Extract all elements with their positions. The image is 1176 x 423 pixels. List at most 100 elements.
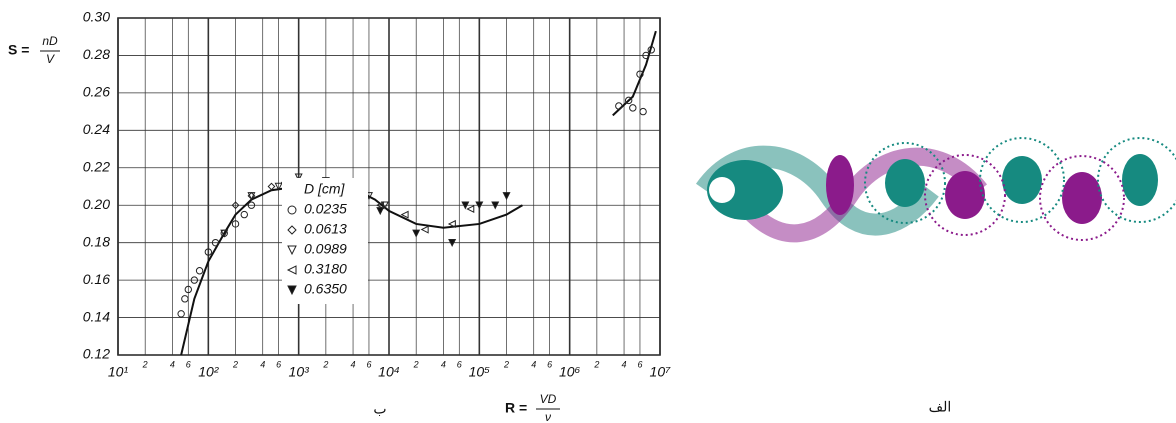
vortex: [1122, 154, 1158, 206]
point: [647, 46, 655, 54]
point: [639, 107, 647, 116]
y-tick-label: 0.28: [83, 46, 110, 62]
point: [400, 210, 409, 219]
point: [448, 238, 457, 247]
x-minor-tick-label: 4: [351, 359, 356, 369]
y-tick-label: 0.18: [83, 233, 110, 249]
x-minor-tick-label: 6: [457, 359, 462, 369]
point: [231, 220, 240, 228]
legend-title: D [cm]: [304, 181, 346, 197]
point: [190, 276, 199, 284]
fit-curve: [612, 30, 657, 117]
y-tick-label: 0.26: [83, 84, 110, 100]
point: [475, 201, 484, 210]
x-minor-tick-label: 2: [232, 359, 238, 369]
vortex: [945, 171, 985, 219]
y-tick-label: 0.14: [83, 308, 110, 324]
x-minor-tick-label: 6: [276, 359, 281, 369]
vortex-image: [692, 40, 1176, 340]
x-tick-label: 10²: [198, 364, 220, 380]
x-tick-label: 10⁶: [559, 364, 581, 380]
vortex: [707, 160, 783, 220]
point: [247, 192, 256, 201]
x-axis-label: ν: [545, 410, 551, 423]
vortex: [826, 155, 854, 215]
point: [220, 229, 229, 238]
x-tick-label: 10³: [289, 364, 310, 380]
x-minor-tick-label: 6: [547, 359, 552, 369]
vortex: [1062, 172, 1102, 224]
point: [184, 285, 192, 294]
vortex: [1002, 156, 1042, 204]
y-tick-label: 0.20: [83, 196, 110, 212]
vortex: [885, 159, 925, 207]
point: [211, 238, 220, 247]
x-minor-tick-label: 4: [260, 359, 265, 369]
x-minor-tick-label: 4: [622, 359, 627, 369]
x-minor-tick-label: 6: [637, 359, 642, 369]
y-tick-label: 0.22: [83, 158, 110, 174]
legend-marker: [287, 245, 297, 256]
x-tick-label: 10⁵: [469, 364, 491, 380]
y-axis-label: S =: [8, 42, 29, 58]
point: [181, 295, 189, 303]
point: [231, 201, 240, 210]
point: [376, 207, 385, 216]
point: [204, 248, 213, 256]
point: [274, 182, 283, 191]
y-tick-label: 0.16: [83, 271, 110, 287]
point: [629, 104, 637, 112]
legend-label: 0.6350: [304, 281, 347, 297]
x-minor-tick-label: 2: [322, 359, 328, 369]
point: [177, 310, 185, 318]
caption: الف: [929, 399, 952, 415]
x-axis-label: VD: [540, 392, 557, 406]
point: [636, 70, 644, 78]
point: [615, 102, 623, 110]
x-minor-tick-label: 6: [366, 359, 371, 369]
point: [420, 225, 429, 234]
point: [294, 173, 303, 182]
legend-marker: [287, 225, 297, 235]
point: [461, 201, 470, 210]
point: [267, 182, 276, 191]
x-tick-label: 10⁷: [650, 364, 672, 380]
x-minor-tick-label: 4: [170, 359, 175, 369]
x-minor-tick-label: 6: [186, 359, 191, 369]
point: [195, 267, 204, 275]
plot: 10¹ 2 4 6 10² 2 4 6 10³ 2 4 6 10⁴ 2 4 6 10⁵ 2 4 6 10⁶ 2 4 6 10⁷0…: [83, 9, 671, 380]
y-tick-label: 0.24: [83, 121, 110, 137]
point: [466, 204, 475, 213]
x-tick-label: 10⁴: [378, 364, 400, 380]
x-minor-tick-label: 4: [441, 359, 446, 369]
legend-label: 0.0235: [304, 201, 347, 217]
x-minor-tick-label: 2: [142, 359, 148, 369]
x-minor-tick-label: 2: [593, 359, 599, 369]
point: [642, 51, 650, 60]
point: [375, 201, 384, 210]
legend: D [cm] 0.0235 0.0613 0.0989 0.3180 0.6350: [282, 178, 368, 304]
x-tick-label: 10¹: [108, 364, 129, 380]
x-axis-label: R =: [505, 400, 527, 416]
point: [502, 192, 511, 201]
point: [491, 201, 500, 210]
legend-label: 0.0989: [304, 241, 347, 257]
y-axis-label: nD: [42, 34, 58, 48]
y-tick-label: 0.30: [83, 9, 110, 25]
x-minor-tick-label: 2: [503, 359, 509, 369]
caption: ب: [373, 401, 386, 417]
point: [412, 229, 421, 238]
x-minor-tick-label: 2: [413, 359, 419, 369]
legend-label: 0.3180: [304, 261, 347, 277]
y-tick-label: 0.12: [83, 346, 110, 362]
x-minor-tick-label: 4: [531, 359, 536, 369]
point: [247, 201, 256, 209]
y-axis-label: V: [46, 52, 55, 66]
legend-label: 0.0613: [304, 221, 347, 237]
legend-marker: [286, 265, 297, 275]
vortex-rings: [864, 137, 1176, 241]
point: [447, 219, 456, 228]
point: [240, 210, 248, 219]
cylinder: [709, 177, 735, 203]
